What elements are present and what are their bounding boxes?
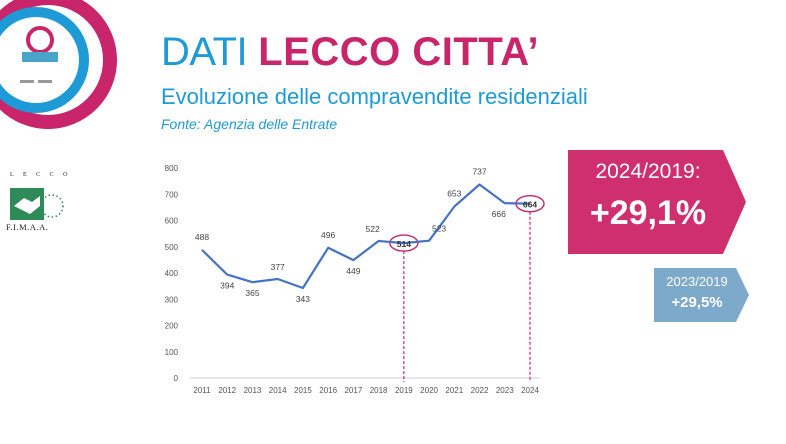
handshake-icon	[10, 188, 64, 220]
x-axis: 2011 2012 2013 2014 2015 2016 2017 2018 2019 2020…	[190, 377, 540, 395]
fimaa-city-label: L E C C O	[10, 172, 72, 178]
page-title: DATI LECCO CITTA’	[161, 28, 539, 76]
series-line	[201, 183, 531, 290]
x-tick-label: 2020	[420, 386, 438, 395]
data-label: 449	[346, 266, 360, 276]
x-tick-label: 2016	[319, 386, 337, 395]
callout-small-ratio: 2023/2019	[666, 274, 728, 289]
event-logo-icon	[0, 0, 117, 129]
x-tick-label: 2013	[244, 386, 262, 395]
data-label: 514	[397, 239, 411, 249]
x-tick-label: 2024	[521, 386, 539, 395]
fimaa-logo: L E C C O F.I.M.A.A.	[4, 172, 74, 234]
fimaa-name-label: F.I.M.A.A.	[6, 222, 49, 232]
x-tick-label: 2023	[496, 386, 514, 395]
data-label: 365	[245, 288, 259, 298]
y-axis: 0 100 200 300 400 500 600 700 800	[165, 164, 179, 383]
source-note: Fonte: Agenzia delle Entrate	[161, 116, 338, 132]
y-tick-label: 100	[165, 348, 179, 357]
y-tick-label: 400	[165, 269, 179, 278]
data-label: 377	[271, 262, 285, 272]
title-bold: LECCO CITTA’	[258, 30, 540, 74]
y-tick-label: 300	[165, 295, 179, 304]
x-tick-label: 2021	[445, 386, 463, 395]
x-tick-label: 2015	[294, 386, 312, 395]
callout-small-year-a: 2023	[666, 274, 696, 289]
x-tick-label: 2014	[269, 386, 287, 395]
x-tick-label: 2019	[395, 386, 413, 395]
data-label: 666	[492, 209, 506, 219]
y-tick-label: 600	[165, 217, 179, 226]
y-tick-label: 500	[165, 243, 179, 252]
callout-main-value: +29,1%	[589, 194, 707, 232]
callout-2024-vs-2019: 2024/2019: +29,1%	[568, 150, 746, 254]
data-label: 737	[472, 167, 486, 177]
data-label: 496	[321, 230, 335, 240]
data-label: 653	[447, 189, 461, 199]
data-label: 522	[366, 224, 380, 234]
data-label: 343	[296, 294, 310, 304]
x-tick-label: 2018	[370, 386, 388, 395]
y-tick-label: 200	[165, 322, 179, 331]
highlight-circle	[389, 234, 419, 252]
x-tick-label: 2022	[471, 386, 489, 395]
title-light: DATI	[161, 30, 248, 74]
x-tick-label: 2012	[218, 386, 236, 395]
highlight-guides	[389, 195, 545, 382]
data-label: 523	[432, 224, 446, 234]
x-tick-label: 2017	[344, 386, 362, 395]
data-label: 664	[523, 200, 537, 210]
data-label: 394	[220, 281, 234, 291]
callout-main-ratio: 2024/2019:	[595, 160, 701, 183]
callout-small-value: +29,5%	[671, 294, 723, 311]
data-labels: 488 394 365 377 343 496 449 522 514 523 653 737 666 6…	[195, 167, 537, 304]
callout-2023-vs-2019: 2023/2019 +29,5%	[654, 268, 749, 322]
callout-small-year-b: 2019	[698, 274, 728, 289]
callout-main-year-a: 2024	[595, 160, 643, 183]
y-tick-label: 700	[165, 190, 179, 199]
y-tick-label: 800	[165, 164, 179, 173]
y-tick-label: 0	[174, 374, 179, 383]
callout-main-year-b: 2019	[648, 160, 695, 183]
x-tick-label: 2011	[193, 386, 211, 395]
page-subtitle: Evoluzione delle compravendite residenzi…	[161, 84, 588, 109]
data-label: 488	[195, 232, 209, 242]
